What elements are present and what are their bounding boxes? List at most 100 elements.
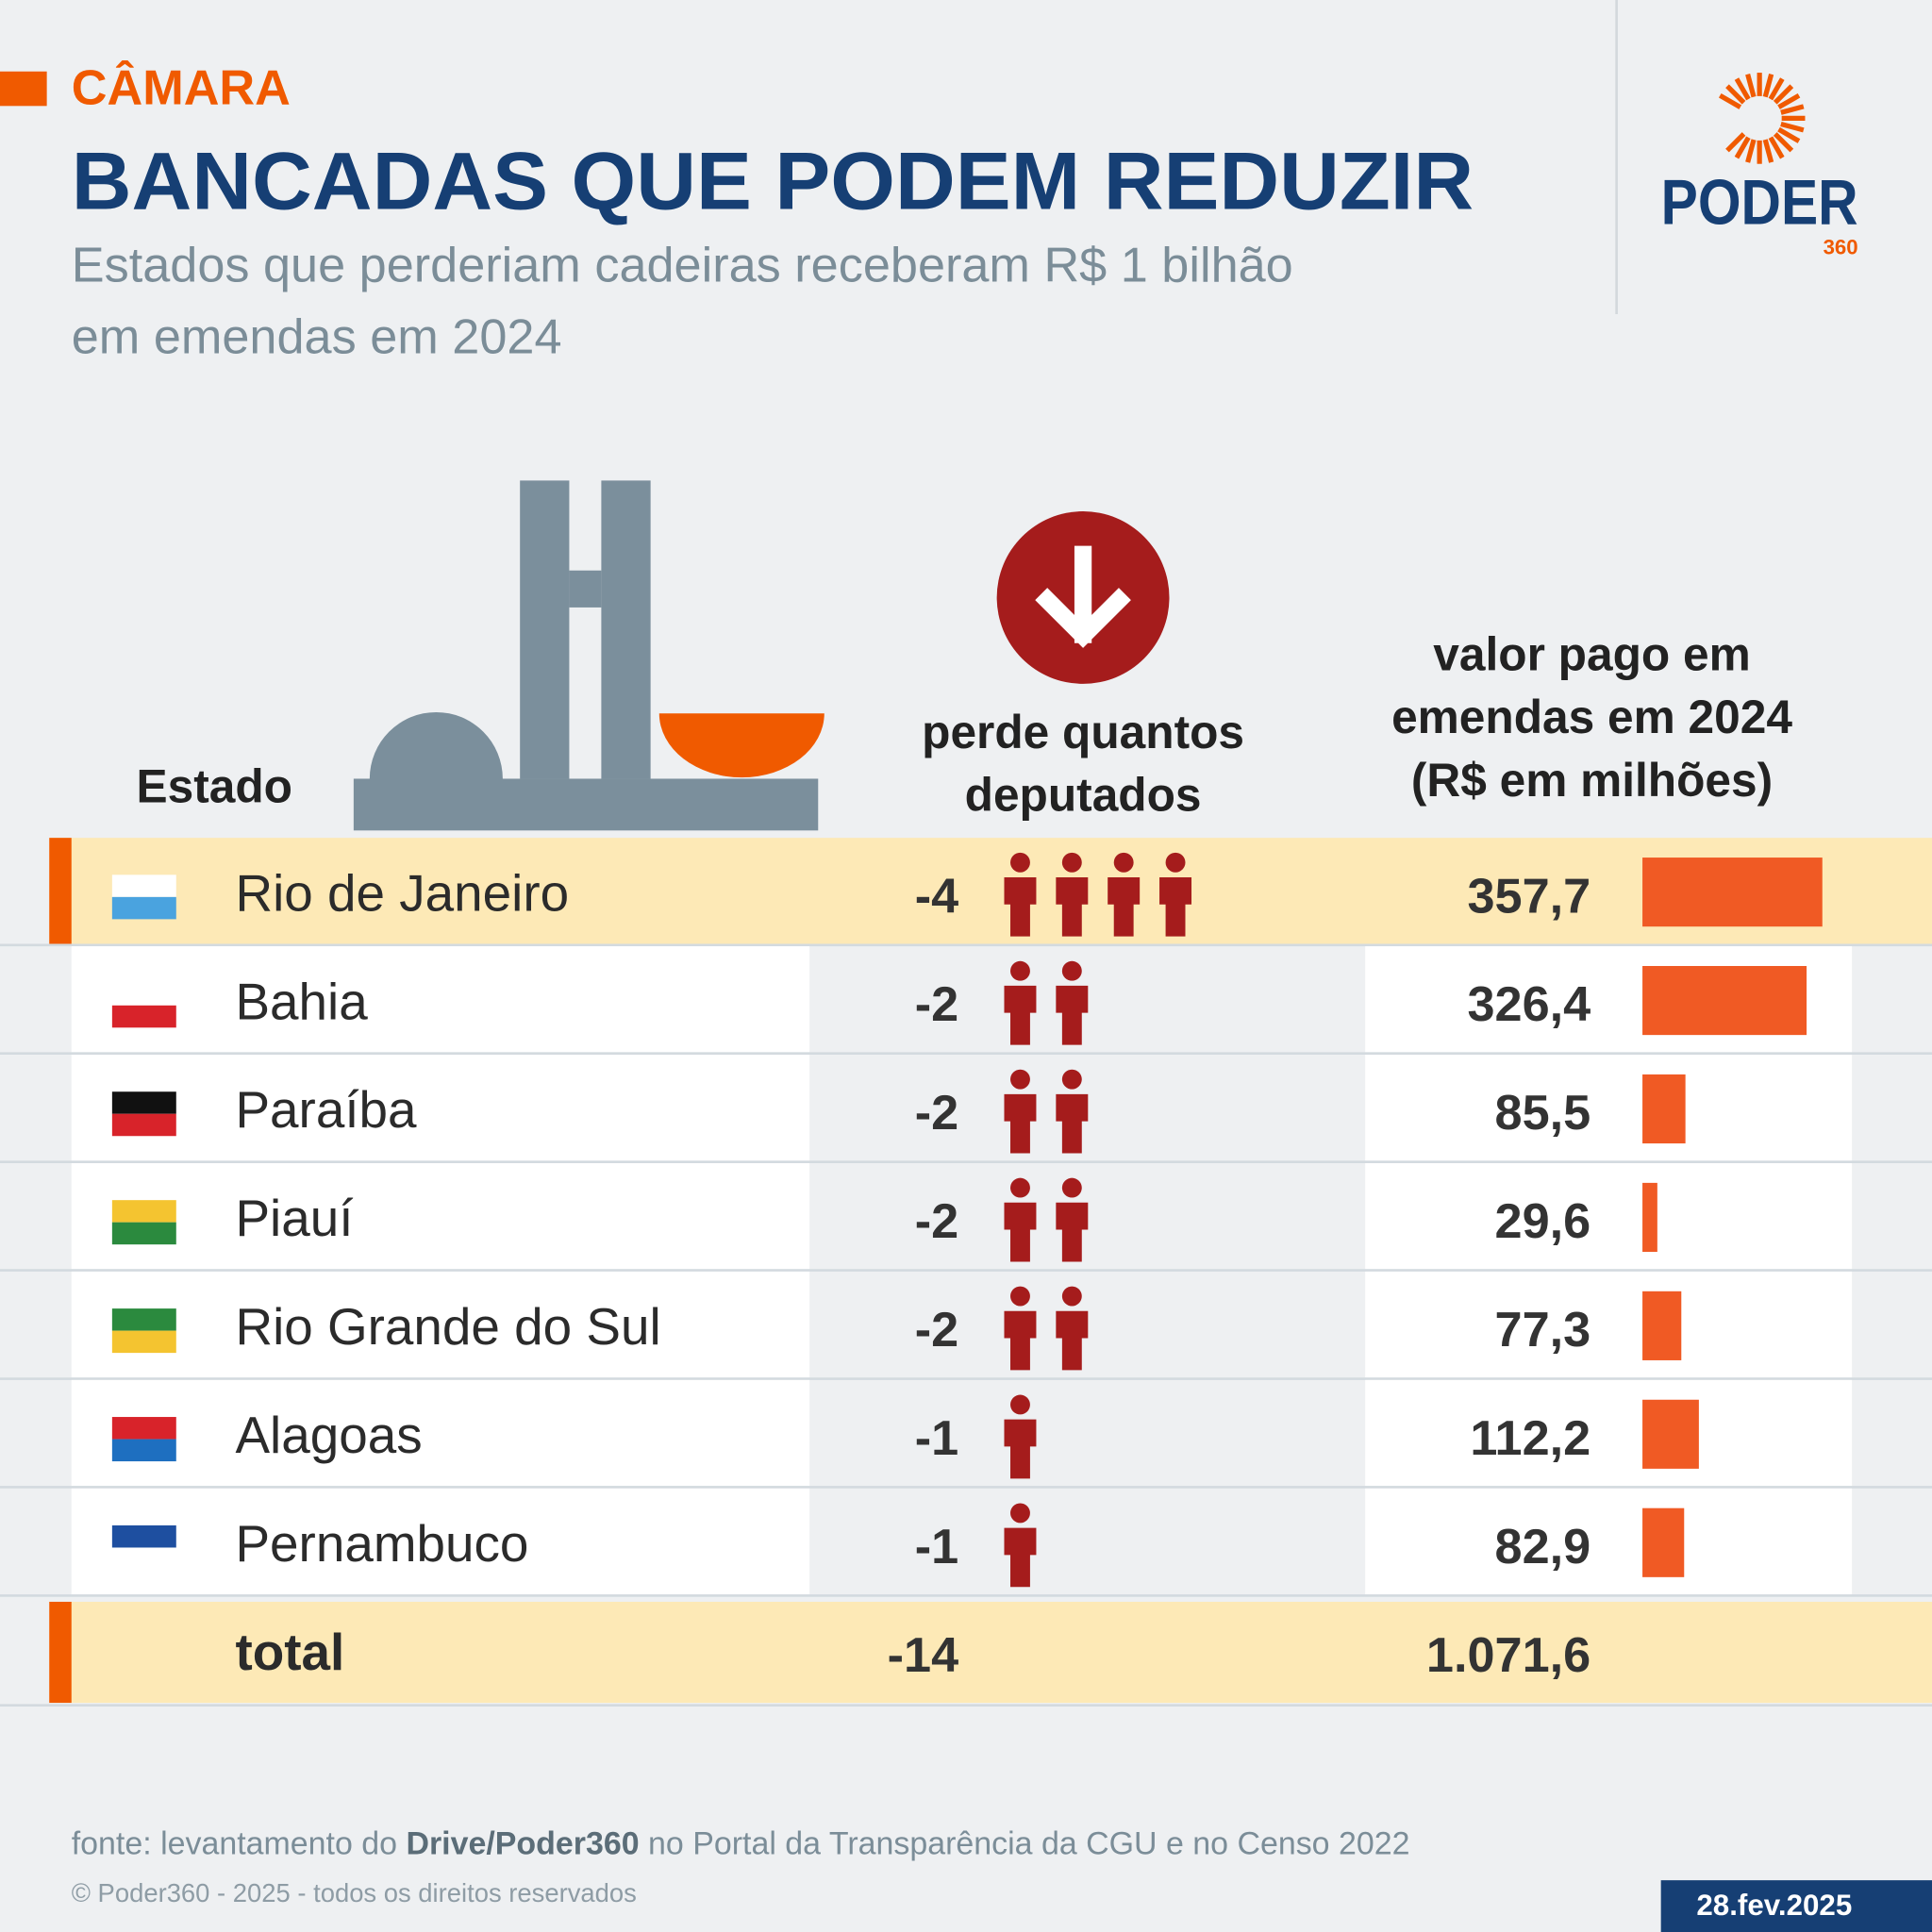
flag <box>111 1547 176 1570</box>
deputy-icon <box>1056 960 1089 1045</box>
deputy-body <box>1056 1202 1089 1262</box>
congress-illustration <box>353 480 824 831</box>
bar <box>1642 1074 1686 1144</box>
logo: PODER 360 <box>1661 73 1858 259</box>
bar <box>1642 966 1807 1036</box>
deputy-icon <box>1056 852 1089 937</box>
row-cell <box>1365 1488 1853 1595</box>
deputy-head <box>1010 1394 1030 1415</box>
deputy-body <box>1004 985 1037 1045</box>
flag <box>111 1524 176 1548</box>
down-arrow-icon <box>996 511 1170 684</box>
deputy-icon <box>1004 1394 1037 1479</box>
value-label: 82,9 <box>1495 1520 1591 1574</box>
subtitle: Estados que perderiam cadeiras receberam… <box>72 239 1293 293</box>
deputy-head <box>1061 960 1082 981</box>
deputy-head <box>1010 960 1030 981</box>
date: 28.fev.2025 <box>1696 1889 1852 1922</box>
logo-ray <box>1768 77 1785 101</box>
flag <box>111 1222 176 1245</box>
row-cell <box>71 1379 810 1487</box>
state-name: Rio Grande do Sul <box>235 1297 660 1356</box>
section-marker <box>0 71 47 107</box>
logo-ray <box>1762 74 1774 98</box>
deputy-body <box>1056 876 1089 937</box>
table: Rio de Janeiro -4 357,7 Bahia -2 326,4 Paraíba… <box>0 838 1932 1707</box>
bar <box>1642 1182 1657 1253</box>
seats-lost: -2 <box>915 1194 958 1249</box>
total-value: 1.071,6 <box>1426 1628 1591 1683</box>
deputy-body <box>1004 876 1037 937</box>
logo-ray <box>1773 84 1794 105</box>
row-cell <box>71 946 810 1053</box>
column-header: perde quantos <box>922 706 1244 758</box>
deputy-head <box>1165 852 1186 873</box>
row-cell <box>71 1488 810 1595</box>
copyright: © Poder360 - 2025 - todos os direitos re… <box>72 1878 637 1907</box>
logo-ray <box>1745 139 1757 163</box>
logo-ray <box>1780 121 1805 133</box>
deputy-body <box>1004 1310 1037 1371</box>
deputy-body <box>1159 876 1192 937</box>
logo-ray <box>1780 104 1805 115</box>
row-cell <box>1365 1271 1853 1378</box>
state-name: Alagoas <box>235 1406 422 1464</box>
logo-ray <box>1777 92 1801 109</box>
bar <box>1642 1399 1699 1469</box>
logo-name: PODER <box>1661 167 1858 238</box>
deputy-icon <box>1159 852 1192 937</box>
deputy-icon <box>1056 1069 1089 1154</box>
column-header: deputados <box>965 768 1202 821</box>
flag <box>111 1200 176 1223</box>
flag <box>111 1439 176 1462</box>
column-header: Estado <box>137 759 292 812</box>
deputy-icon <box>1004 852 1037 937</box>
logo-ray <box>1773 132 1794 153</box>
row-highlight <box>49 838 1932 944</box>
deputy-icon <box>1004 960 1037 1045</box>
row-cell <box>1365 1379 1853 1487</box>
seats-lost: -4 <box>915 869 958 924</box>
deputy-head <box>1010 852 1030 873</box>
column-header: valor pago em <box>1433 628 1750 681</box>
date-box <box>1660 1880 1932 1932</box>
logo-ray <box>1734 136 1751 159</box>
value-label: 77,3 <box>1495 1303 1591 1357</box>
logo-ray <box>1734 77 1751 101</box>
deputy-icon <box>1004 1069 1037 1154</box>
seats-lost: -1 <box>915 1411 958 1466</box>
deputy-icon <box>1004 1177 1037 1262</box>
row-marker <box>49 838 72 944</box>
deputy-head <box>1010 1177 1030 1198</box>
deputy-head <box>1010 1069 1030 1090</box>
source: fonte: levantamento do Drive/Poder360 no… <box>72 1826 1410 1862</box>
deputy-icon <box>1004 1503 1037 1588</box>
deputy-body <box>1004 1202 1037 1262</box>
deputy-body <box>1004 1527 1037 1588</box>
deputy-head <box>1061 852 1082 873</box>
flag <box>111 1113 176 1137</box>
deputy-body <box>1056 1310 1089 1371</box>
source-bold: Drive/Poder360 <box>406 1826 639 1862</box>
deputy-icon <box>1004 1286 1037 1371</box>
total-seats: -14 <box>888 1628 959 1683</box>
row-cell <box>71 1271 810 1378</box>
deputy-head <box>1010 1286 1030 1307</box>
total-label: total <box>235 1623 344 1681</box>
flag <box>111 1005 176 1028</box>
logo-ray <box>1768 136 1785 159</box>
row-marker <box>49 1601 72 1704</box>
flag <box>111 983 176 1006</box>
logo-ray <box>1745 74 1757 98</box>
row-cell <box>1365 1055 1853 1161</box>
logo-ray <box>1718 92 1742 109</box>
row-cell <box>71 1162 810 1270</box>
deputy-body <box>1056 985 1089 1045</box>
value-label: 85,5 <box>1495 1086 1591 1141</box>
flag <box>111 874 176 897</box>
seats-lost: -2 <box>915 1086 958 1141</box>
column-header: emendas em 2024 <box>1391 691 1792 743</box>
deputy-head <box>1061 1286 1082 1307</box>
deputy-icon <box>1056 1286 1089 1371</box>
bar <box>1642 1291 1682 1360</box>
